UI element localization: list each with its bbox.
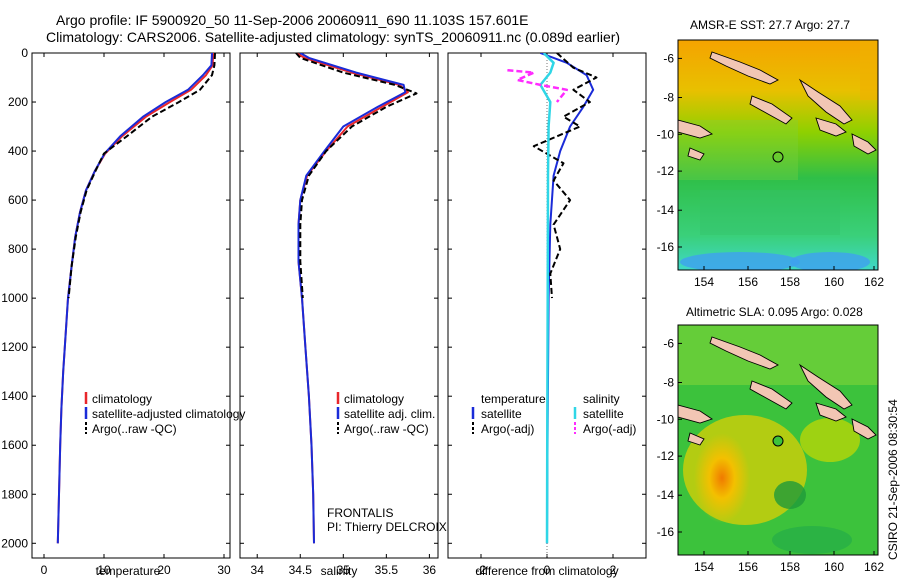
x-tick-label: 0	[544, 563, 551, 577]
salinity-legend: climatology satellite adj. clim. Argo(..…	[336, 392, 435, 436]
page-title-line2: Climatology: CARS2006. Satellite-adjuste…	[46, 29, 621, 45]
map-x-tick-label: 156	[738, 560, 758, 574]
series-line-salinity-satellite	[539, 53, 555, 544]
y-tick-label: 800	[8, 242, 28, 256]
map-y-tick-label: -12	[657, 449, 675, 463]
x-tick-label: 34.5	[289, 563, 313, 577]
legend-label-argo: Argo(..raw -QC)	[344, 422, 429, 436]
legend-label-climatology: climatology	[344, 392, 404, 406]
salinity-panel: 34 34.5 35 35.5 36	[239, 52, 439, 577]
map-y-tick-label: -8	[663, 376, 674, 390]
sst-map: -6 -8 -10 -12 -14 -16 154 156 158 160 162	[657, 39, 884, 289]
x-tick-label: 35	[337, 563, 351, 577]
timestamp-stamp: CSIRO 21-Sep-2006 08:30:54	[886, 399, 900, 560]
map-x-tick-label: 158	[780, 560, 800, 574]
x-tick-label: 35.5	[375, 563, 399, 577]
temperature-panel: 0 200 400 600 800 1000 1200 1400 1600 1800 2000 0 1…	[1, 46, 231, 577]
map-y-tick-label: -6	[663, 51, 674, 65]
page-title-line1: Argo profile: IF 5900920_50 11-Sep-2006 …	[56, 12, 529, 28]
x-tick-label: 20	[157, 563, 171, 577]
map-y-tick-label: -6	[663, 336, 674, 350]
map-x-tick-label: 160	[824, 275, 844, 289]
x-tick-label: 10	[97, 563, 111, 577]
legend-heading-temperature: temperature	[481, 392, 546, 406]
map-x-tick-label: 154	[694, 275, 714, 289]
land-masses	[678, 336, 877, 446]
difference-panel: -2 0 2	[447, 52, 647, 577]
legend-heading-salinity: salinity	[583, 392, 620, 406]
map-y-tick-label: -16	[657, 240, 675, 254]
map-y-tick-label: -12	[657, 164, 675, 178]
x-tick-label: 2	[610, 563, 617, 577]
series-line-salinity-argo-adj-	[507, 68, 569, 103]
legend-label-climatology: climatology	[92, 392, 152, 406]
map-x-tick-label: 160	[824, 560, 844, 574]
x-tick-label: 30	[217, 563, 231, 577]
legend-label-sal-satellite: satellite	[583, 407, 624, 421]
map-y-tick-label: -14	[657, 203, 675, 217]
series-line-temperature-argo-adj-	[532, 53, 598, 299]
series-line-satellite-adj-clim-	[297, 53, 407, 544]
legend-label-temp-argo: Argo(-adj)	[481, 422, 534, 436]
temperature-axis-label: temperature	[96, 564, 161, 578]
x-tick-label: 36	[423, 563, 437, 577]
legend-label-argo: Argo(..raw -QC)	[92, 422, 177, 436]
y-tick-label: 1000	[1, 291, 28, 305]
y-tick-label: 1200	[1, 340, 28, 354]
y-tick-label: 1600	[1, 438, 28, 452]
y-tick-label: 1800	[1, 487, 28, 501]
map-y-tick-label: -16	[657, 525, 675, 539]
y-tick-label: 200	[8, 95, 28, 109]
legend-label-temp-satellite: satellite	[481, 407, 522, 421]
land-masses	[678, 51, 877, 161]
sst-map-title: AMSR-E SST: 27.7 Argo: 27.7	[690, 18, 851, 32]
sla-map-title: Altimetric SLA: 0.095 Argo: 0.028	[686, 305, 863, 319]
temperature-legend: climatology satellite-adjusted climatolo…	[84, 392, 245, 436]
legend-label-sal-argo: Argo(-adj)	[583, 422, 636, 436]
legend-label-satellite: satellite-adjusted climatology	[92, 407, 245, 421]
x-tick-label: 34	[251, 563, 265, 577]
map-y-tick-label: -8	[663, 91, 674, 105]
map-x-tick-label: 158	[780, 275, 800, 289]
argo-location-marker	[772, 435, 784, 447]
difference-axis-label: difference from climatology	[475, 564, 618, 578]
y-tick-label: 2000	[1, 536, 28, 550]
map-y-tick-label: -14	[657, 488, 675, 502]
series-line-argo-raw-qc-	[295, 53, 418, 299]
float-project-label: FRONTALIS	[327, 506, 393, 520]
y-tick-label: 600	[8, 193, 28, 207]
map-x-tick-label: 162	[864, 275, 884, 289]
map-x-tick-label: 162	[864, 560, 884, 574]
map-x-tick-label: 156	[738, 275, 758, 289]
argo-location-marker	[772, 151, 784, 163]
y-tick-label: 0	[21, 46, 28, 60]
legend-label-satellite: satellite adj. clim.	[344, 407, 435, 421]
float-pi-label: PI: Thierry DELCROIX	[327, 520, 447, 534]
map-y-tick-label: -10	[657, 127, 675, 141]
x-tick-label: -2	[476, 563, 487, 577]
y-tick-label: 400	[8, 144, 28, 158]
x-tick-label: 0	[41, 563, 48, 577]
y-tick-label: 1400	[1, 389, 28, 403]
difference-legend: temperature satellite Argo(-adj) salinit…	[471, 392, 636, 436]
salinity-axis-label: salinity	[321, 564, 358, 578]
map-x-tick-label: 154	[694, 560, 714, 574]
sla-map: -6 -8 -10 -12 -14 -16 154 156 158 160 162	[657, 324, 884, 574]
map-y-tick-label: -10	[657, 412, 675, 426]
